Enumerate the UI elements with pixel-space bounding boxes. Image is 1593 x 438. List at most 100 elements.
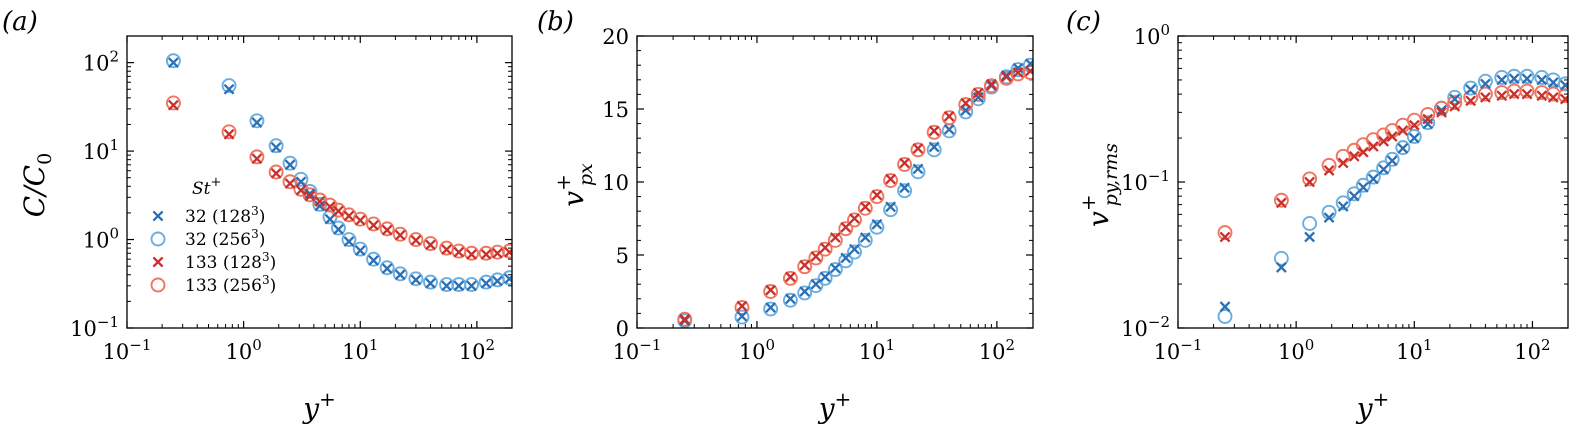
data-point-circle: [827, 262, 843, 278]
data-point-circle: [1534, 70, 1550, 85]
data-point-cross: [1367, 141, 1379, 152]
y-axis-label: v+px: [551, 163, 597, 207]
data-point-circle: [1273, 192, 1289, 208]
panel-b: (b) 10−1 100 101 102 0 5 10 15 20 y+ v+px: [537, 7, 1034, 425]
data-point-cross: [466, 248, 477, 260]
data-point-cross: [368, 219, 379, 231]
data-point-cross: [1436, 104, 1447, 116]
data-point-cross: [1378, 135, 1390, 147]
data-point-circle: [782, 292, 798, 308]
data-point-cross: [928, 125, 940, 137]
data-point-cross: [492, 275, 503, 287]
data-point-cross: [270, 142, 282, 153]
data-point-circle: [392, 226, 408, 242]
legend-marker: [152, 210, 164, 222]
data-point-cross: [1304, 231, 1316, 243]
y-tick-label: 5: [616, 244, 629, 268]
data-point-circle: [941, 110, 957, 126]
x-tick-label: 102: [459, 336, 495, 364]
x-axis-label: y+: [301, 387, 336, 425]
data-point-circle: [838, 253, 854, 269]
x-tick-label: 100: [1278, 336, 1314, 364]
data-point-circle: [847, 244, 862, 260]
data-point-circle: [1477, 86, 1493, 102]
data-point-circle: [1365, 169, 1381, 185]
data-point-circle: [817, 241, 833, 257]
data-point-cross: [1547, 91, 1559, 103]
data-point-circle: [1022, 65, 1033, 80]
data-point-cross: [1357, 146, 1369, 158]
x-tick-label: 102: [979, 336, 1015, 364]
data-point-cross: [799, 259, 811, 271]
data-point-circle: [763, 284, 779, 299]
data-point-circle: [1557, 76, 1568, 92]
data-point-cross: [304, 190, 316, 202]
data-point-circle: [1376, 160, 1392, 176]
data-point-cross: [1323, 212, 1335, 224]
legend-marker: [152, 256, 164, 268]
data-point-cross: [899, 157, 910, 169]
x-tick-label: 10−1: [103, 336, 152, 364]
data-point-circle: [1406, 129, 1422, 144]
data-point-cross: [304, 188, 316, 200]
data-point-circle: [910, 164, 926, 180]
data-point-circle: [408, 232, 424, 247]
data-point-circle: [501, 270, 512, 286]
data-point-cross: [167, 57, 179, 69]
data-point-cross: [819, 242, 831, 254]
data-point-circle: [1447, 95, 1463, 111]
y-axis-label: v+py,rms: [1076, 143, 1122, 227]
data-point-cross: [849, 243, 860, 255]
data-point-cross: [960, 97, 972, 109]
plot-frame: [1177, 35, 1569, 329]
x-axis-label: y+: [1355, 387, 1390, 425]
x-tick-label: 10−1: [1154, 336, 1203, 364]
data-point-circle: [282, 174, 298, 190]
y-tick-label: 102: [83, 48, 119, 76]
data-point-cross: [1536, 90, 1548, 102]
data-point-cross: [784, 293, 796, 305]
data-point-cross: [1397, 125, 1409, 136]
y-tick-label: 10−1: [70, 313, 119, 341]
data-point-circle: [883, 173, 899, 188]
data-point-cross: [1367, 173, 1379, 185]
data-point-cross: [441, 244, 453, 255]
data-point-cross: [985, 78, 997, 90]
data-point-circle: [1384, 151, 1400, 167]
x-tick-label: 101: [1396, 336, 1432, 364]
data-point-cross: [223, 128, 235, 140]
data-point-cross: [251, 153, 263, 165]
data-point-cross: [492, 247, 503, 259]
data-point-cross: [1496, 74, 1508, 86]
data-point-circle: [797, 259, 813, 275]
y-tick-label: 10−2: [1121, 313, 1170, 341]
data-point-cross: [1275, 197, 1287, 209]
data-point-cross: [251, 117, 263, 128]
data-point-cross: [1357, 181, 1369, 193]
data-point-cross: [295, 176, 307, 188]
panel-label: (a): [2, 7, 38, 37]
data-point-circle: [838, 221, 854, 237]
data-point-cross: [1408, 132, 1420, 144]
data-point-cross: [829, 262, 841, 274]
data-point-circle: [221, 78, 237, 94]
data-point-cross: [928, 141, 940, 153]
data-point-circle: [1217, 225, 1233, 241]
data-point-circle: [926, 124, 942, 140]
data-point-circle: [423, 274, 438, 290]
data-point-circle: [366, 251, 381, 267]
data-point-cross: [784, 271, 796, 283]
data-point-circle: [869, 189, 885, 205]
data-point-circle: [958, 104, 974, 120]
data-point-circle: [392, 266, 408, 282]
data-point-cross: [819, 271, 831, 283]
data-point-cross: [765, 302, 777, 313]
data-point-cross: [394, 269, 406, 281]
data-point-cross: [1337, 157, 1349, 169]
x-tick-label: 10−1: [613, 336, 662, 364]
data-point-cross: [810, 251, 822, 262]
x-tick-label: 101: [859, 336, 895, 364]
data-point-circle: [268, 138, 284, 154]
panel-label: (c): [1066, 7, 1101, 37]
data-point-cross: [810, 278, 822, 290]
